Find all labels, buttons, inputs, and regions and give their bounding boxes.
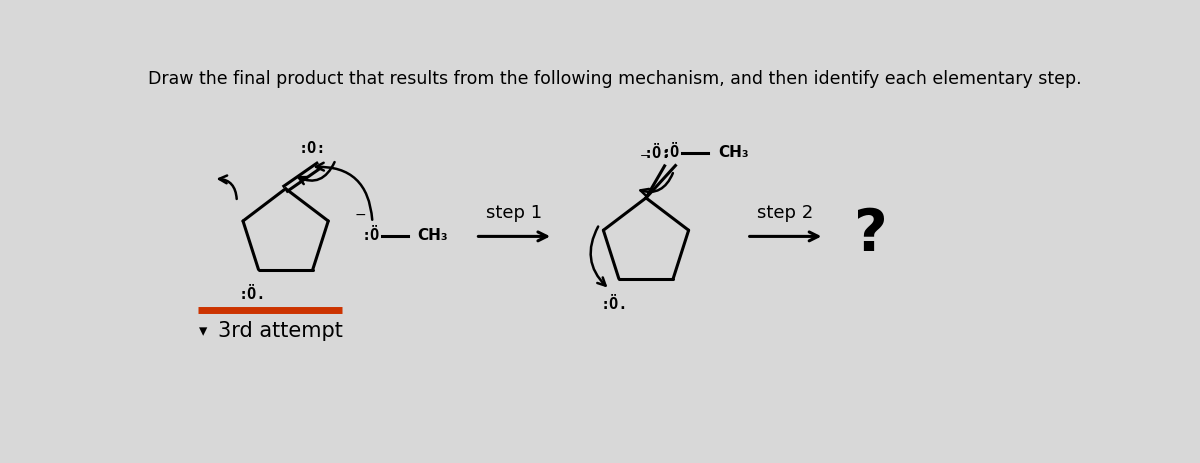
Text: ▾: ▾ [198,322,206,339]
FancyArrowPatch shape [316,163,372,220]
Text: ?: ? [854,206,888,262]
Text: CH₃: CH₃ [718,145,749,160]
Text: 3rd attempt: 3rd attempt [218,321,343,341]
Text: :Ö: :Ö [361,228,380,243]
Text: −: − [354,207,366,221]
FancyArrowPatch shape [299,163,335,185]
FancyArrowPatch shape [641,174,673,197]
Text: :Ö:: :Ö: [643,145,671,160]
FancyArrowPatch shape [220,176,236,200]
Text: −: − [640,150,649,160]
Text: Draw the final product that results from the following mechanism, and then ident: Draw the final product that results from… [148,70,1082,88]
Text: step 2: step 2 [757,204,814,221]
Text: :O:: :O: [299,141,326,156]
Text: :Ö.: :Ö. [600,296,628,311]
Text: CH₃: CH₃ [418,228,448,243]
Text: :Ö: :Ö [661,145,680,160]
Text: step 1: step 1 [486,204,542,221]
Text: :Ö.: :Ö. [239,287,266,302]
FancyArrowPatch shape [590,227,606,286]
